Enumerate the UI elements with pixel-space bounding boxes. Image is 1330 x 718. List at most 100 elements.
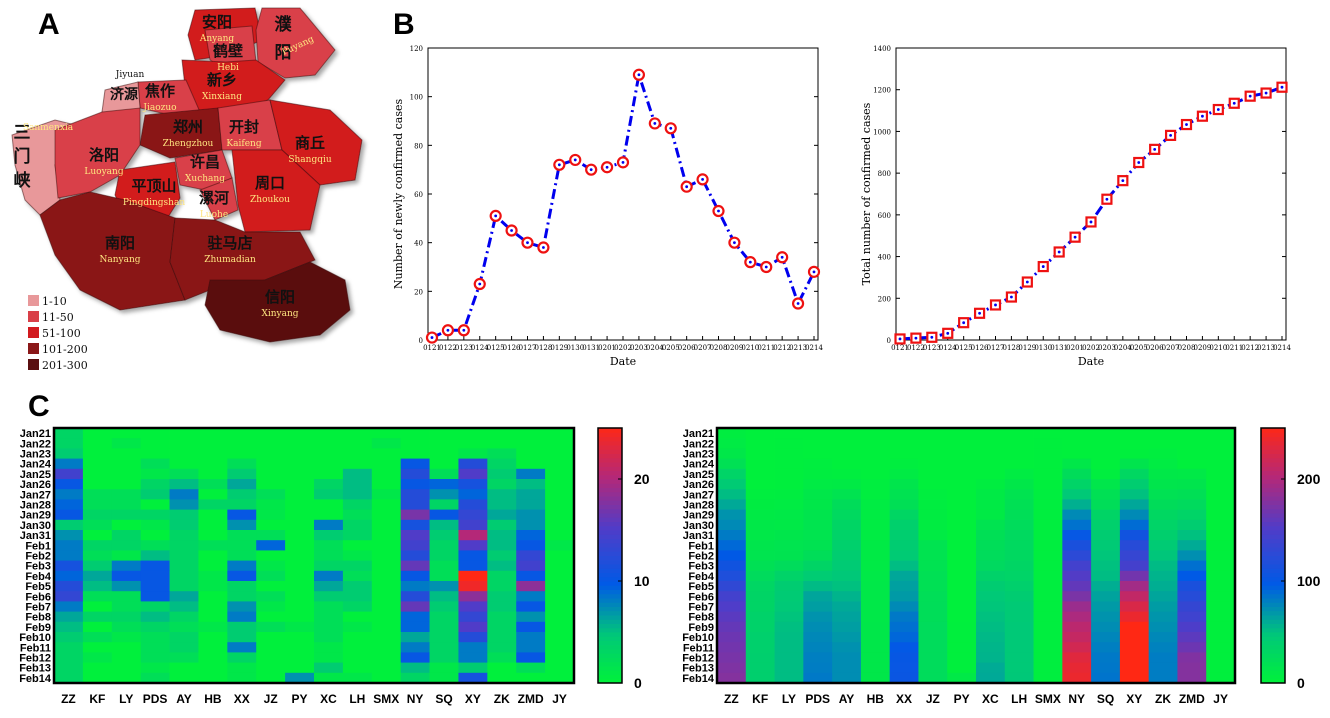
region-name-en-xuchang: Xuchang — [185, 174, 225, 184]
heatmap-cell — [1004, 652, 1034, 663]
heatmap-cell — [1148, 662, 1178, 674]
heatmap-cell — [429, 550, 459, 561]
colorbar-segment — [598, 632, 622, 637]
x-tick-label: 0211 — [757, 344, 775, 352]
heatmap-cell — [832, 509, 862, 521]
heatmap-cell — [1062, 468, 1092, 480]
column-label: ZZ — [61, 692, 76, 706]
colorbar-segment — [1261, 500, 1285, 505]
heatmap-cell — [1177, 642, 1207, 653]
heatmap-cell — [82, 662, 113, 674]
x-tick-label: 0211 — [1225, 344, 1243, 352]
heatmap-cell — [285, 652, 315, 663]
heatmap-cell — [314, 519, 344, 531]
heatmap-cell — [400, 642, 430, 653]
colorbar-segment — [598, 538, 622, 544]
heatmap-cell — [1062, 632, 1092, 643]
heatmap-cell — [82, 489, 113, 500]
x-tick-label: 0129 — [1018, 344, 1036, 352]
row-label: Jan21 — [683, 428, 714, 440]
heatmap-cell — [976, 519, 1006, 531]
heatmap-cell — [82, 652, 113, 663]
data-point-center — [748, 260, 752, 264]
data-point-center — [542, 246, 545, 249]
heatmap-cell — [1206, 632, 1236, 643]
heatmap-cell — [1091, 428, 1121, 439]
heatmap-cell — [947, 570, 977, 582]
heatmap-cell — [487, 570, 517, 582]
column-label: ZK — [494, 692, 510, 706]
heatmap-cell — [82, 621, 113, 633]
row-label: Feb7 — [688, 602, 714, 614]
heatmap-cell — [774, 540, 804, 551]
heatmap-cell — [285, 479, 315, 490]
heatmap-cell — [947, 479, 977, 490]
heatmap-cell — [314, 448, 344, 459]
heatmap-cell — [140, 611, 170, 623]
heatmap-cell — [342, 448, 373, 459]
heatmap-cell — [285, 509, 315, 521]
row-label: Feb1 — [688, 540, 714, 552]
heatmap-cell — [717, 560, 747, 572]
colorbar-frame — [1260, 427, 1286, 684]
heatmap-cell — [774, 601, 804, 612]
heatmap-cell — [516, 438, 546, 449]
heatmap-cell — [1091, 581, 1121, 592]
heatmap-cell — [487, 448, 517, 459]
heatmap-cell — [745, 479, 775, 490]
heatmap-cell — [1119, 479, 1150, 490]
heatmap-cell — [545, 601, 575, 612]
heatmap-cell — [803, 560, 833, 572]
heatmap-cell — [889, 662, 919, 674]
heatmap-cell — [256, 591, 286, 602]
data-point-center — [1248, 94, 1252, 98]
colorbar-segment — [1261, 602, 1285, 607]
heatmap-cell — [516, 642, 546, 653]
heatmap-cell — [1062, 570, 1092, 582]
heatmap-cell — [516, 519, 546, 531]
y-tick-label: 400 — [878, 254, 891, 262]
heatmap-cell — [111, 499, 142, 510]
heatmap-cell — [169, 652, 199, 663]
heatmap-cell — [487, 550, 517, 561]
heatmap-cell — [371, 428, 402, 439]
heatmap-cell — [140, 438, 170, 449]
heatmap-cell — [832, 621, 862, 633]
heatmap-cell — [256, 581, 286, 592]
heatmap-cell — [803, 581, 833, 592]
heatmap-cell — [889, 540, 919, 551]
heatmap-cell — [947, 499, 977, 510]
x-tick-label: 0124 — [471, 344, 489, 352]
colorbar-segment — [1261, 661, 1285, 667]
row-label: Feb2 — [25, 551, 51, 563]
heatmap-cell — [1004, 458, 1034, 470]
x-tick-label: 0208 — [710, 344, 728, 352]
heatmap-cell — [82, 540, 113, 551]
heatmap-cell — [429, 479, 459, 490]
heatmap-cell — [227, 601, 257, 612]
heatmap-cell — [1177, 438, 1207, 449]
heatmap-cell — [1119, 428, 1150, 439]
heatmap-cell — [111, 642, 142, 653]
heatmap-cell — [487, 530, 517, 541]
heatmap-cell — [1033, 611, 1063, 623]
heatmap-cell — [860, 468, 891, 480]
heatmap-cell — [545, 560, 575, 572]
heatmap-cell — [516, 458, 546, 470]
heatmap-cell — [111, 479, 142, 490]
heatmap-cell — [227, 540, 257, 551]
heatmap-cell — [918, 428, 948, 439]
heatmap-cell — [198, 632, 228, 643]
x-tick-label: 0207 — [1162, 344, 1180, 352]
heatmap-cell — [487, 581, 517, 592]
data-point-center — [637, 73, 641, 77]
heatmap-cell — [745, 428, 775, 439]
heatmap-cell — [774, 560, 804, 572]
heatmap-cell — [314, 428, 344, 439]
y-tick-label: 80 — [414, 142, 423, 150]
heatmap-cell — [285, 642, 315, 653]
heatmap-cell — [717, 672, 747, 684]
heatmap-cell — [1004, 581, 1034, 592]
heatmap-cell — [832, 611, 862, 623]
heatmap-cell — [169, 489, 199, 500]
